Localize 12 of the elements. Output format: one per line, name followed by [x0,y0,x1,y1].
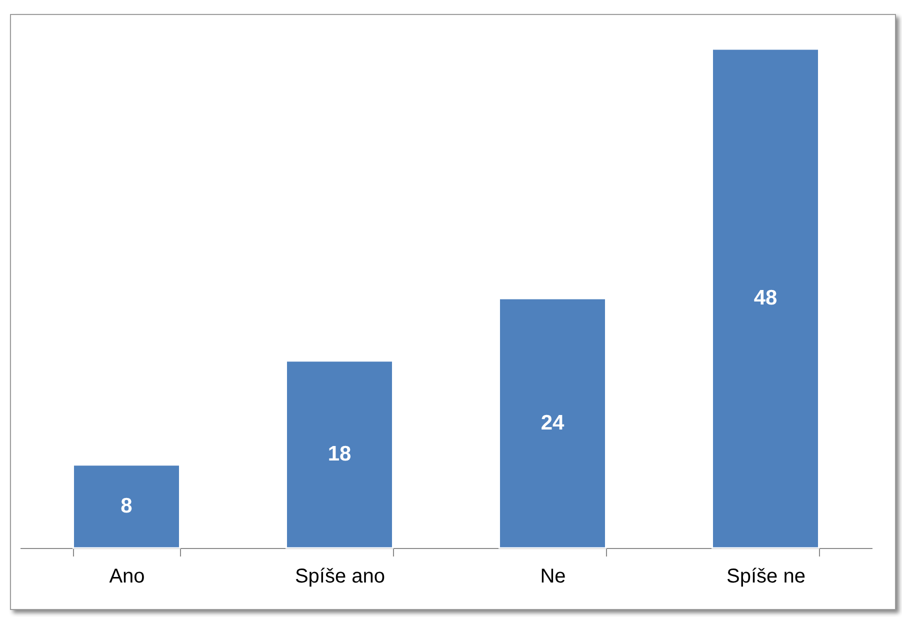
bar [72,464,180,549]
data-label: 18 [328,442,352,466]
data-label: 8 [120,494,133,518]
data-label: 24 [540,411,564,434]
x-tick-label: Ne [540,566,566,588]
bar [498,298,606,549]
data-label: 48 [754,286,778,310]
x-tick-label: Spíše ne [726,566,806,588]
x-tick-label: Spíše ano [294,566,386,588]
bar [712,48,820,549]
x-tick-label: Ano [109,566,145,588]
bar [286,360,394,549]
